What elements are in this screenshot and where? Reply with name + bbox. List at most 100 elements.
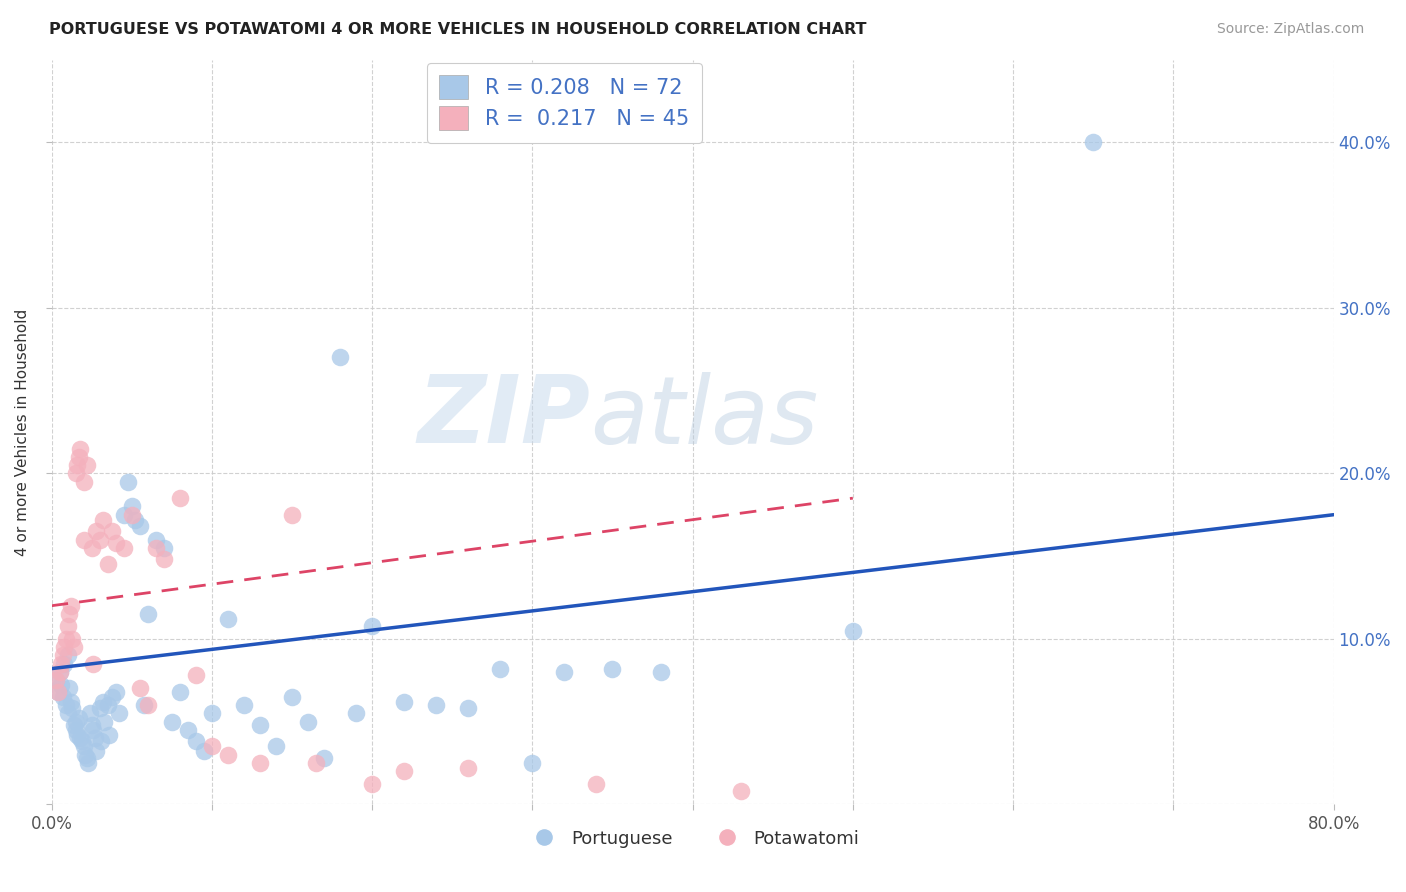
Point (56, 618, 79, 632)
Point (82, 657, 104, 671)
Point (69, 442, 91, 456)
Point (361, 618, 384, 632)
Point (76, 751, 98, 765)
Point (169, 685, 191, 699)
Point (457, 761, 479, 775)
Point (112, 541, 135, 555)
Point (58, 681, 80, 696)
Point (48, 665, 70, 679)
Point (152, 552, 174, 566)
Point (76, 458, 98, 472)
Point (89, 533, 111, 547)
Point (177, 723, 200, 737)
Point (842, 624, 865, 638)
Point (392, 764, 415, 779)
Point (56, 706, 79, 721)
Point (86, 744, 108, 758)
Point (93, 714, 115, 729)
Point (49, 678, 72, 692)
Point (136, 698, 159, 712)
Point (553, 665, 575, 679)
Point (90, 734, 112, 748)
Point (86, 524, 108, 539)
Point (117, 475, 139, 489)
Point (46, 685, 69, 699)
Point (264, 739, 287, 754)
Point (65, 467, 87, 481)
Point (80, 541, 103, 555)
Point (1083, 136, 1105, 150)
Point (69, 731, 91, 745)
Point (297, 714, 319, 729)
Point (145, 533, 167, 547)
Point (305, 756, 328, 770)
Point (108, 706, 131, 721)
Point (65, 723, 87, 737)
Point (89, 701, 111, 715)
Point (80, 718, 103, 732)
Point (45, 673, 67, 688)
Point (169, 491, 191, 505)
Point (392, 695, 415, 709)
Point (53, 657, 76, 671)
Point (70, 734, 93, 748)
Point (75, 747, 97, 762)
Point (101, 690, 124, 704)
Point (52, 648, 75, 663)
Point (53, 640, 76, 654)
Point (66, 728, 89, 742)
Point (134, 698, 156, 712)
Text: atlas: atlas (591, 372, 818, 463)
Point (60, 701, 83, 715)
Point (145, 541, 167, 555)
Point (128, 681, 150, 696)
Point (201, 706, 224, 721)
Point (232, 698, 254, 712)
Point (67, 450, 90, 464)
Point (46, 685, 69, 699)
Point (602, 662, 624, 676)
Point (48, 665, 70, 679)
Point (730, 784, 752, 798)
Point (489, 662, 512, 676)
Point (522, 756, 544, 770)
Text: ZIP: ZIP (418, 371, 591, 463)
Point (82, 723, 104, 737)
Point (59, 695, 82, 709)
Point (49, 657, 72, 671)
Point (63, 640, 86, 654)
Point (45, 673, 67, 688)
Point (58, 607, 80, 621)
Point (59, 599, 82, 613)
Point (184, 734, 207, 748)
Point (91, 513, 114, 527)
Point (52, 690, 75, 704)
Point (650, 665, 672, 679)
Point (201, 739, 224, 754)
Point (193, 744, 215, 758)
Point (249, 756, 271, 770)
Point (72, 533, 94, 547)
Point (124, 513, 146, 527)
Point (97, 698, 120, 712)
Point (585, 777, 607, 791)
Point (79, 706, 101, 721)
Point (72, 475, 94, 489)
Point (104, 536, 127, 550)
Point (425, 698, 447, 712)
Point (66, 458, 89, 472)
Point (249, 718, 271, 732)
Point (83, 731, 105, 745)
Point (160, 714, 183, 729)
Point (361, 777, 384, 791)
Point (56, 648, 79, 663)
Point (121, 500, 143, 514)
Point (136, 607, 159, 621)
Point (457, 701, 479, 715)
Point (281, 508, 304, 522)
Point (152, 541, 174, 555)
Point (112, 508, 135, 522)
Point (329, 351, 352, 365)
Point (104, 685, 127, 699)
Y-axis label: 4 or more Vehicles in Household: 4 or more Vehicles in Household (15, 309, 30, 556)
